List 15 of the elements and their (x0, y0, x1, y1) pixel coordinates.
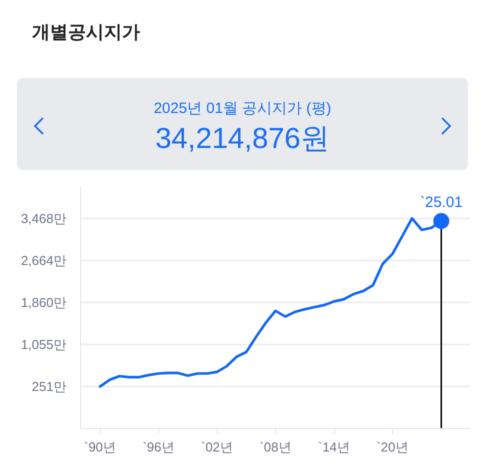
x-tick-label: `20년 (376, 440, 408, 454)
x-tick-label: `08년 (260, 440, 292, 454)
chart-subtitle: 2025년 01월 공시지가 (평) (152, 100, 332, 118)
y-tick-label: 251만 (32, 379, 67, 394)
x-tick-label: `90년 (84, 440, 116, 454)
annotation: `25.01 (420, 194, 463, 211)
text: 34,214,876원 (154, 122, 331, 156)
y-tick-label: 1,860만 (20, 294, 67, 310)
y-tick-label: 1,055만 (20, 337, 67, 352)
x-tick-label: `02년 (201, 440, 233, 454)
x-tick-label: `14년 (318, 440, 350, 454)
x-tick-label: `96년 (142, 440, 174, 454)
y-tick-label: 3,468만 (20, 210, 67, 226)
y-tick-label: 2,664만 (20, 252, 67, 268)
chart-title: 개별공시지가 (31, 21, 140, 44)
